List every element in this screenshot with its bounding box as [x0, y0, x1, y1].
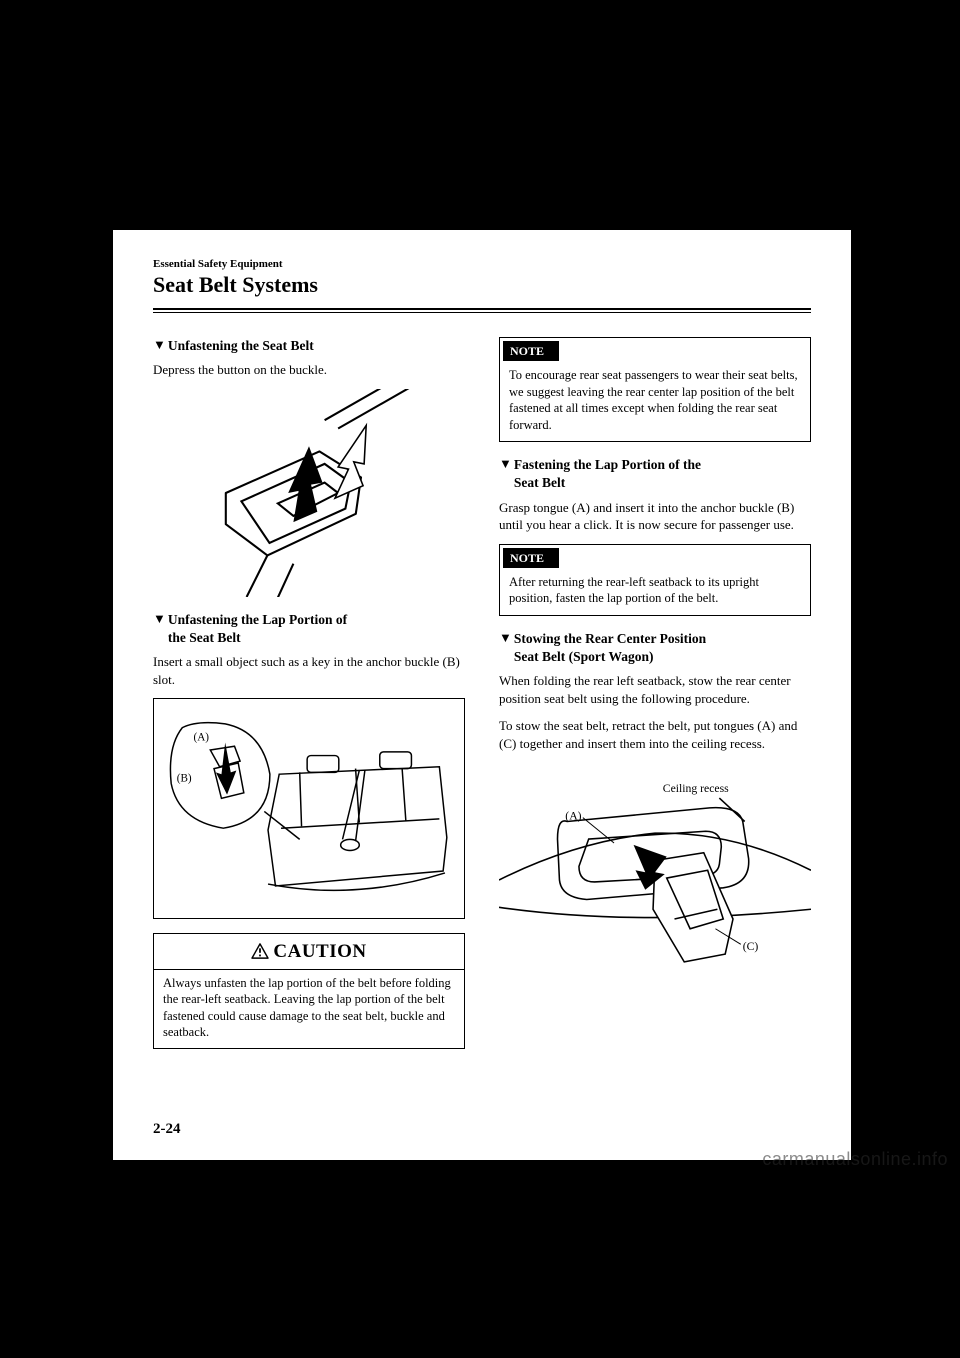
- page-number: 2-24: [153, 1121, 181, 1138]
- triangle-icon: ▼: [153, 338, 166, 355]
- note-body: To encourage rear seat passengers to wea…: [500, 364, 810, 441]
- line: Stowing the Rear Center Position: [514, 631, 706, 646]
- subheading-stowing: ▼ Stowing the Rear Center Position Seat …: [499, 630, 811, 666]
- label-a: (A): [194, 732, 210, 744]
- note-box: NOTE To encourage rear seat passengers t…: [499, 337, 811, 442]
- warning-icon: [251, 943, 269, 959]
- triangle-icon: ▼: [499, 457, 512, 492]
- subheading-unfasten-lap: ▼ Unfastening the Lap Portion of the Sea…: [153, 611, 465, 647]
- subheading-fasten-lap: ▼ Fastening the Lap Portion of the Seat …: [499, 456, 811, 492]
- subheading-unfasten-belt: ▼ Unfastening the Seat Belt: [153, 337, 465, 355]
- label-b: (B): [177, 773, 192, 785]
- right-column: NOTE To encourage rear seat passengers t…: [499, 337, 811, 1049]
- label-a: (A): [565, 809, 581, 822]
- figure-rear-seat: (A) (B): [153, 698, 465, 919]
- paragraph: Grasp tongue (A) and insert it into the …: [499, 499, 811, 534]
- chapter-label: Essential Safety Equipment: [153, 258, 811, 270]
- left-column: ▼ Unfastening the Seat Belt Depress the …: [153, 337, 465, 1049]
- watermark: carmanualsonline.info: [762, 1149, 948, 1170]
- line: Seat Belt: [514, 475, 565, 490]
- paragraph: Insert a small object such as a key in t…: [153, 653, 465, 688]
- paragraph: Depress the button on the buckle.: [153, 361, 465, 379]
- note-heading: NOTE: [503, 341, 559, 361]
- caution-title: CAUTION: [273, 941, 366, 962]
- label-ceiling: Ceiling recess: [663, 782, 729, 795]
- label-c: (C): [743, 940, 759, 953]
- manual-page: Essential Safety Equipment Seat Belt Sys…: [113, 230, 851, 1160]
- two-column-layout: ▼ Unfastening the Seat Belt Depress the …: [153, 337, 811, 1049]
- divider-thick: [153, 308, 811, 310]
- line: the Seat Belt: [168, 630, 241, 645]
- line: Fastening the Lap Portion of the: [514, 457, 701, 472]
- note-body: After returning the rear-left seatback t…: [500, 571, 810, 615]
- paragraph: When folding the rear left seatback, sto…: [499, 672, 811, 707]
- line: Seat Belt (Sport Wagon): [514, 649, 654, 664]
- figure-buckle-release: [153, 389, 465, 597]
- caution-body: Always unfasten the lap portion of the b…: [154, 970, 464, 1048]
- caution-box: CAUTION Always unfasten the lap portion …: [153, 933, 465, 1049]
- divider-thin: [153, 312, 811, 313]
- subheading-text: Fastening the Lap Portion of the Seat Be…: [514, 456, 701, 492]
- subheading-text: Stowing the Rear Center Position Seat Be…: [514, 630, 706, 666]
- line: Unfastening the Lap Portion of: [168, 612, 347, 627]
- buckle-release-svg: [153, 389, 465, 597]
- note-box: NOTE After returning the rear-left seatb…: [499, 544, 811, 616]
- figure-ceiling-recess: Ceiling recess (A) (C): [499, 763, 811, 968]
- ceiling-recess-svg: Ceiling recess (A) (C): [499, 763, 811, 968]
- subheading-text: Unfastening the Lap Portion of the Seat …: [168, 611, 347, 647]
- triangle-icon: ▼: [499, 631, 512, 666]
- rear-seat-svg: (A) (B): [160, 709, 458, 914]
- subheading-text: Unfastening the Seat Belt: [168, 337, 314, 355]
- section-title: Seat Belt Systems: [153, 272, 811, 298]
- caution-heading: CAUTION: [154, 934, 464, 970]
- triangle-icon: ▼: [153, 612, 166, 647]
- paragraph: To stow the seat belt, retract the belt,…: [499, 717, 811, 752]
- note-heading: NOTE: [503, 548, 559, 568]
